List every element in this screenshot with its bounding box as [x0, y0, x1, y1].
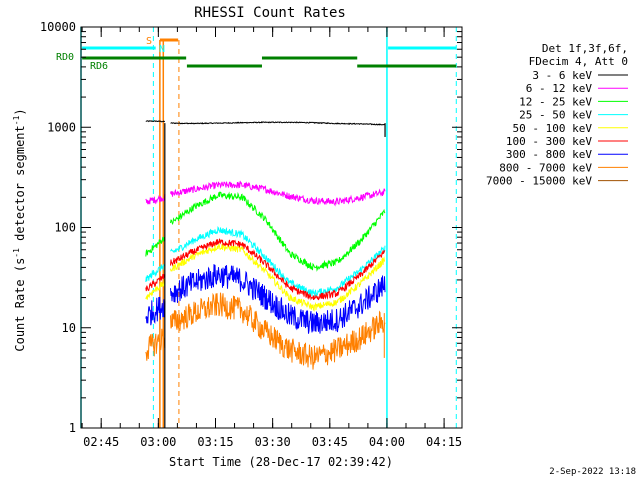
legend-label: 800 - 7000 keV	[499, 161, 592, 174]
series-line-before	[145, 278, 166, 300]
y-tick-label: 1000	[47, 120, 76, 134]
x-tick-label: 02:45	[83, 435, 119, 449]
series-line-before	[145, 120, 166, 123]
x-tick-label: 04:00	[369, 435, 405, 449]
y-axis-label-close: )	[13, 108, 27, 115]
footer-date: 2-Sep-2022 13:18	[549, 467, 636, 477]
x-tick-label: 04:15	[426, 435, 462, 449]
series-line-after	[170, 292, 386, 370]
x-tick-label: 03:45	[312, 435, 348, 449]
y-axis-label-sup: -1	[12, 248, 21, 258]
y-tick-label: 100	[54, 221, 76, 235]
n-label: N	[159, 44, 165, 55]
legend-label: 25 - 50 keV	[519, 109, 592, 122]
legend: Det 1f,3f,6f, FDecim 4, Att 0 3 - 6 keV6…	[486, 42, 628, 188]
legend-label: 12 - 25 keV	[519, 95, 592, 108]
s-label: S	[146, 36, 152, 47]
legend-header-2: FDecim 4, Att 0	[529, 55, 628, 68]
y-axis-label-sup2: -1	[12, 115, 21, 125]
legend-label: 100 - 300 keV	[506, 135, 592, 148]
series-line-before	[145, 236, 166, 257]
y-tick-label: 10	[62, 321, 76, 335]
series-line-before	[145, 328, 166, 361]
series-line-after	[170, 226, 386, 297]
series-line-after	[170, 180, 386, 207]
series-line-after	[170, 238, 386, 301]
y-tick-label: 10000	[40, 20, 76, 34]
legend-label: 6 - 12 keV	[526, 82, 593, 95]
x-axis-label: Start Time (28-Dec-17 02:39:42)	[169, 455, 393, 469]
legend-header-1: Det 1f,3f,6f,	[542, 42, 628, 55]
rd6-label: RD6	[90, 61, 108, 72]
series-line-after	[170, 121, 386, 126]
y-axis-label-tail: detector segment	[13, 125, 27, 248]
x-tick-label: 03:30	[255, 435, 291, 449]
series-line-before	[145, 264, 166, 282]
series-line-before	[145, 296, 166, 326]
x-axis: 02:45 03:00 03:15 03:30 03:45 04:00 04:15	[81, 27, 462, 449]
y-axis-label: Count Rate (s-1 detector segment-1)	[12, 108, 27, 351]
chart-title: RHESSI Count Rates	[194, 5, 346, 21]
series-line-after	[170, 191, 386, 272]
legend-label: 7000 - 15000 keV	[486, 175, 592, 188]
legend-label: 50 - 100 keV	[513, 122, 593, 135]
series-line-before	[145, 193, 166, 205]
x-tick-label: 03:00	[140, 435, 176, 449]
x-tick-label: 03:15	[197, 435, 233, 449]
series-line-after	[170, 264, 386, 334]
series-line-after	[170, 242, 385, 312]
legend-label: 3 - 6 keV	[532, 69, 592, 82]
status-bars: RD0 RD6 SN	[56, 36, 457, 72]
series-line-before	[145, 273, 165, 292]
y-tick-label: 1	[69, 421, 76, 435]
series-layer	[145, 120, 386, 428]
legend-label: 300 - 800 keV	[506, 148, 592, 161]
y-axis-label-main: Count Rate (s	[13, 258, 27, 352]
rd0-label: RD0	[56, 52, 74, 63]
y-axis: 1 10 100 1000 10000	[40, 20, 462, 435]
